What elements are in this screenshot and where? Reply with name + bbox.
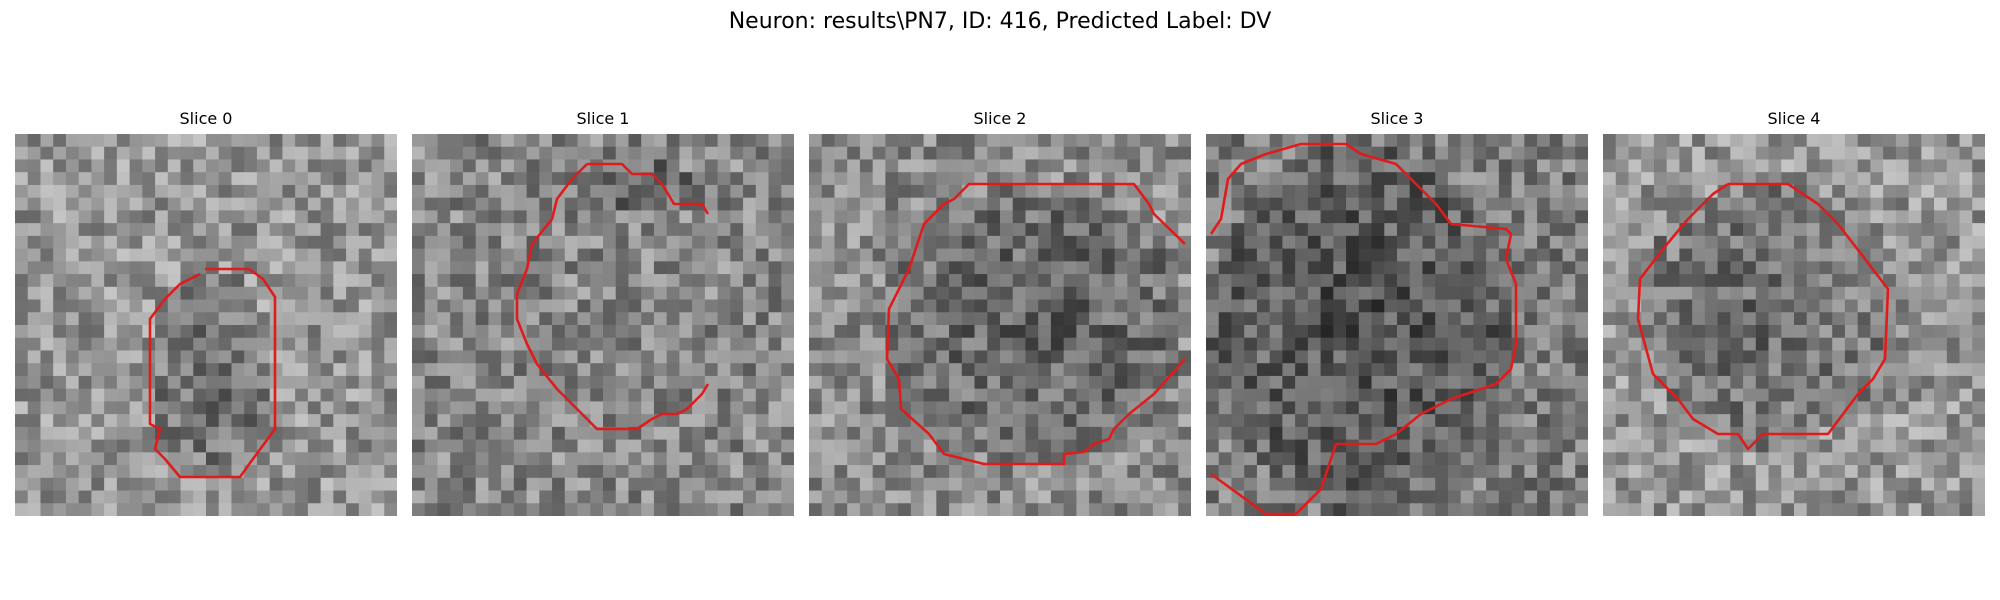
slice-title: Slice 4 — [1767, 109, 1821, 128]
slice-title: Slice 0 — [179, 109, 233, 128]
slice-image — [412, 134, 794, 516]
figure-title: Neuron: results\PN7, ID: 416, Predicted … — [728, 9, 1272, 34]
slice-panel-1: Slice 1 — [412, 108, 794, 516]
slice-panel-4: Slice 4 — [1603, 108, 1985, 516]
slice-image — [1206, 134, 1588, 516]
slice-image — [809, 134, 1191, 516]
slice-image — [15, 134, 397, 516]
slice-title: Slice 1 — [576, 109, 630, 128]
slice-panel-3: Slice 3 — [1206, 108, 1588, 516]
slice-image — [1603, 134, 1985, 516]
slice-panel-0: Slice 0 — [15, 108, 397, 516]
slice-title: Slice 3 — [1370, 109, 1424, 128]
slice-title: Slice 2 — [973, 109, 1027, 128]
slice-panel-2: Slice 2 — [809, 108, 1191, 516]
